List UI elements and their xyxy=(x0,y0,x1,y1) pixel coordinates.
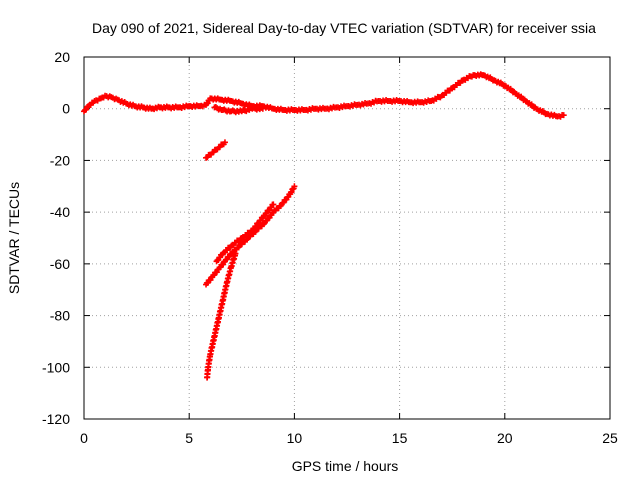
y-tick-label: -60 xyxy=(50,256,70,272)
x-tick-label: 20 xyxy=(497,430,513,446)
grid-lines xyxy=(84,57,610,419)
y-tick-label: -40 xyxy=(50,204,70,220)
y-axis-label: SDTVAR / TECUs xyxy=(6,182,22,294)
y-tick-label: 20 xyxy=(54,49,70,65)
series-mid-branch xyxy=(213,201,277,265)
y-tick-label: -100 xyxy=(42,359,70,375)
plot-frame xyxy=(83,56,611,420)
series-secondary-trace xyxy=(211,103,266,116)
y-tick-label: 0 xyxy=(62,101,70,117)
x-tick-label: 0 xyxy=(80,430,88,446)
x-tick-label: 10 xyxy=(287,430,303,446)
x-axis-label: GPS time / hours xyxy=(292,458,399,474)
y-tick-label: -80 xyxy=(50,308,70,324)
chart-title: Day 090 of 2021, Sidereal Day-to-day VTE… xyxy=(92,20,596,36)
x-tick-label: 25 xyxy=(602,430,618,446)
data-points xyxy=(81,71,567,381)
x-axis-ticks: 0 5 10 15 20 25 xyxy=(80,57,618,446)
y-tick-label: -20 xyxy=(50,152,70,168)
x-tick-label: 5 xyxy=(185,430,193,446)
series-main-trace xyxy=(81,71,567,120)
series-short-segment xyxy=(203,139,228,161)
series-lower-branch xyxy=(204,250,239,381)
x-tick-label: 15 xyxy=(392,430,408,446)
y-axis-ticks: -120 -100 -80 -60 -40 -20 0 20 xyxy=(42,49,610,427)
y-tick-label: -120 xyxy=(42,411,70,427)
